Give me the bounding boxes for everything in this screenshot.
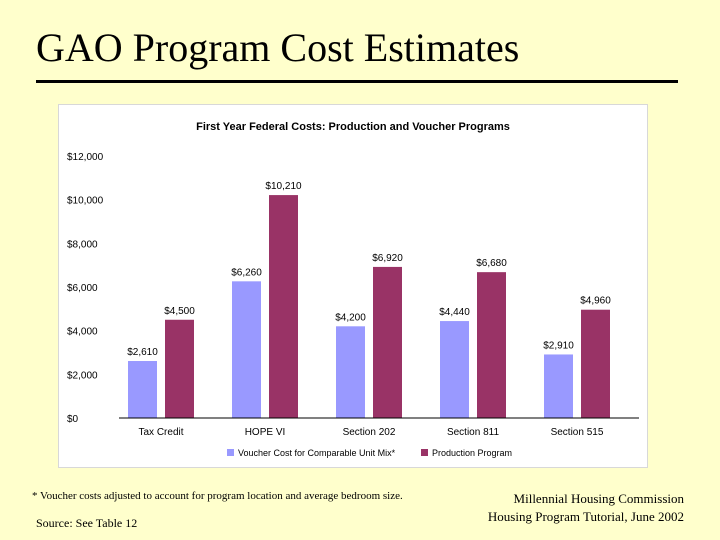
bar-production-hope-vi [269, 195, 298, 418]
bar-value-label: $2,610 [127, 347, 158, 358]
bar-value-label: $4,500 [164, 306, 195, 317]
bar-value-label: $4,960 [580, 296, 611, 307]
bar-value-label: $4,440 [439, 307, 470, 318]
x-axis: Tax Credit HOPE VI Section 202 Section 811 S… [119, 417, 639, 438]
source-note: Source: See Table 12 [36, 516, 138, 530]
bar-chart: First Year Federal Costs: Production and… [67, 121, 639, 458]
x-tick-label: Section 811 [447, 427, 500, 438]
bar-production-section-515 [581, 309, 610, 418]
bar-value-label: $6,920 [372, 253, 403, 264]
y-tick-label: $2,000 [67, 370, 98, 381]
x-tick-label: Section 202 [343, 427, 396, 438]
y-tick-label: $10,000 [67, 196, 104, 207]
credit-tutorial: Housing Program Tutorial, June 2002 [487, 509, 684, 524]
bar-value-label: $2,910 [543, 340, 574, 351]
legend-label: Production Program [432, 448, 512, 458]
chart-title: First Year Federal Costs: Production and… [196, 121, 510, 133]
bar-voucher-section-515 [544, 354, 573, 418]
bar-production-tax-credit [165, 319, 194, 418]
y-axis: $0 $2,000 $4,000 $6,000 $8,000 $10,000 $12,000 [67, 152, 104, 425]
legend-swatch [227, 449, 234, 456]
bar-voucher-section-202 [336, 326, 365, 418]
bar-value-label: $4,200 [335, 312, 366, 323]
credit-block: Millennial Housing Commission Housing Pr… [424, 490, 684, 526]
legend-swatch [421, 449, 428, 456]
bar-value-label: $10,210 [265, 181, 302, 192]
x-tick-label: HOPE VI [245, 427, 286, 438]
credit-organization: Millennial Housing Commission [513, 491, 684, 506]
bar-value-label: $6,260 [231, 267, 262, 278]
y-tick-label: $4,000 [67, 327, 98, 338]
legend: Voucher Cost for Comparable Unit Mix* Pro… [227, 448, 512, 458]
y-tick-label: $8,000 [67, 239, 98, 250]
chart-frame: First Year Federal Costs: Production and… [58, 104, 648, 468]
bar-voucher-tax-credit [128, 361, 157, 418]
y-tick-label: $0 [67, 414, 79, 425]
bar-voucher-section-811 [440, 321, 469, 418]
bar-value-label: $6,680 [476, 258, 507, 269]
bar-voucher-hope-vi [232, 281, 261, 418]
x-tick-label: Tax Credit [138, 427, 183, 438]
y-tick-label: $6,000 [67, 283, 98, 294]
legend-label: Voucher Cost for Comparable Unit Mix* [238, 448, 396, 458]
title-underline [36, 80, 678, 83]
footnote: * Voucher costs adjusted to account for … [32, 490, 403, 502]
y-tick-label: $12,000 [67, 152, 104, 163]
bar-production-section-811 [477, 272, 506, 418]
bar-series: $2,610 $4,500 $6,260 $10,210 $4,200 $6,920 $4,… [127, 181, 611, 418]
slide-title: GAO Program Cost Estimates [36, 25, 520, 70]
x-tick-label: Section 515 [551, 427, 604, 438]
bar-production-section-202 [373, 266, 402, 418]
